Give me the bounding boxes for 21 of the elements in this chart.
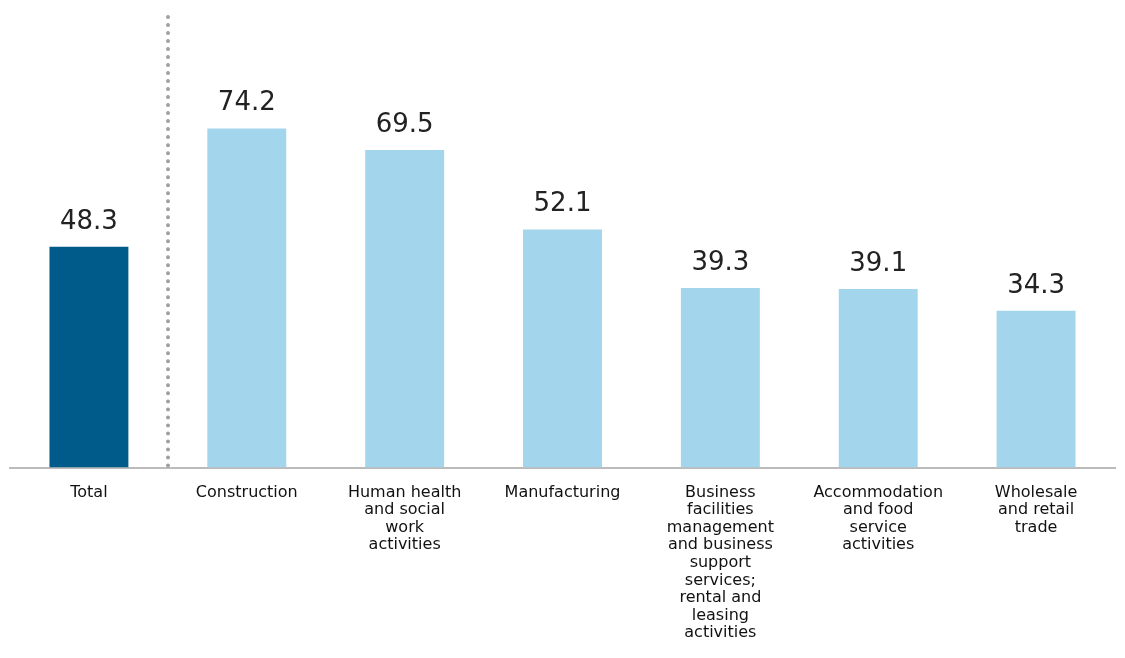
x-tick-label: Human health and social work activities [347, 481, 462, 554]
data-label: 74.2 [217, 86, 276, 117]
bar [49, 246, 129, 468]
data-label: 39.1 [849, 246, 908, 277]
bar [523, 229, 602, 468]
data-label: 69.5 [375, 107, 434, 138]
data-label: 34.3 [1007, 268, 1066, 299]
data-label: 52.1 [533, 187, 592, 218]
bar [207, 128, 287, 468]
bar [365, 149, 445, 468]
x-tick-label: Wholesale and retail trade [994, 481, 1078, 536]
x-tick-label: Manufacturing [504, 481, 621, 501]
bar [996, 310, 1076, 468]
data-label: 48.3 [59, 204, 118, 235]
x-tick-label: Accommodation and food service activities [813, 481, 944, 554]
x-tick-label: Construction [195, 481, 298, 501]
category-label: Business facilities management and business support services; rental and leasing activities [666, 481, 774, 642]
bar [680, 288, 760, 468]
data-label: 39.3 [691, 245, 750, 276]
bar [838, 288, 918, 468]
x-tick-label: Total [69, 481, 108, 501]
